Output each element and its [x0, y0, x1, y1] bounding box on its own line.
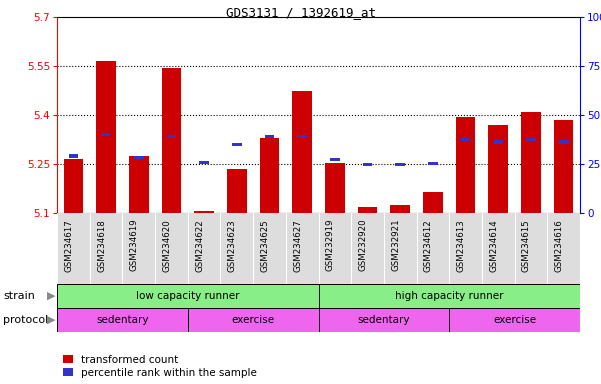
Bar: [330, 157, 340, 161]
Text: GSM234625: GSM234625: [260, 219, 269, 271]
Text: GDS3131 / 1392619_at: GDS3131 / 1392619_at: [225, 6, 376, 19]
Bar: [194, 212, 214, 213]
Bar: [227, 169, 246, 213]
Text: strain: strain: [3, 291, 35, 301]
Bar: [450, 308, 580, 332]
Bar: [57, 284, 319, 308]
Text: GSM234618: GSM234618: [97, 219, 106, 271]
Text: low capacity runner: low capacity runner: [136, 291, 240, 301]
Bar: [423, 192, 443, 213]
Bar: [134, 156, 144, 159]
Bar: [200, 161, 209, 164]
Text: GSM234622: GSM234622: [195, 219, 204, 271]
Text: high capacity runner: high capacity runner: [395, 291, 504, 301]
Bar: [57, 308, 188, 332]
Bar: [297, 135, 307, 138]
Text: protocol: protocol: [3, 315, 48, 325]
Text: GSM234627: GSM234627: [293, 219, 302, 271]
Text: exercise: exercise: [231, 315, 275, 325]
Bar: [64, 159, 83, 213]
Bar: [188, 308, 319, 332]
Text: GSM234616: GSM234616: [555, 219, 564, 271]
Text: GSM234613: GSM234613: [457, 219, 466, 271]
Bar: [162, 68, 182, 213]
Text: exercise: exercise: [493, 315, 536, 325]
Text: GSM234615: GSM234615: [522, 219, 531, 271]
Bar: [260, 138, 279, 213]
Bar: [96, 61, 116, 213]
Bar: [362, 162, 373, 166]
Text: GSM232920: GSM232920: [359, 219, 368, 271]
Text: ▶: ▶: [47, 291, 55, 301]
Bar: [456, 117, 475, 213]
Bar: [493, 140, 503, 144]
Bar: [489, 125, 508, 213]
Bar: [319, 308, 449, 332]
Bar: [554, 120, 573, 213]
Bar: [325, 162, 345, 213]
Text: GSM234619: GSM234619: [130, 219, 139, 271]
Bar: [395, 163, 405, 166]
Text: sedentary: sedentary: [96, 315, 148, 325]
Text: GSM232921: GSM232921: [391, 219, 400, 271]
Text: GSM234612: GSM234612: [424, 219, 433, 271]
Bar: [166, 135, 176, 138]
Bar: [319, 284, 580, 308]
Bar: [293, 91, 312, 213]
Bar: [129, 156, 148, 213]
Bar: [428, 162, 438, 165]
Bar: [232, 143, 242, 146]
Text: sedentary: sedentary: [358, 315, 410, 325]
Bar: [461, 138, 471, 141]
Text: GSM232919: GSM232919: [326, 219, 335, 271]
Text: GSM234617: GSM234617: [64, 219, 73, 271]
Text: ▶: ▶: [47, 315, 55, 325]
Bar: [69, 154, 78, 157]
Bar: [391, 205, 410, 213]
Bar: [358, 207, 377, 213]
Text: GSM234620: GSM234620: [162, 219, 171, 271]
Bar: [559, 140, 569, 144]
Bar: [521, 112, 541, 213]
Bar: [264, 135, 275, 138]
Bar: [526, 138, 536, 141]
Text: GSM234623: GSM234623: [228, 219, 237, 271]
Bar: [101, 133, 111, 136]
Legend: transformed count, percentile rank within the sample: transformed count, percentile rank withi…: [63, 354, 258, 379]
Text: GSM234614: GSM234614: [489, 219, 498, 271]
